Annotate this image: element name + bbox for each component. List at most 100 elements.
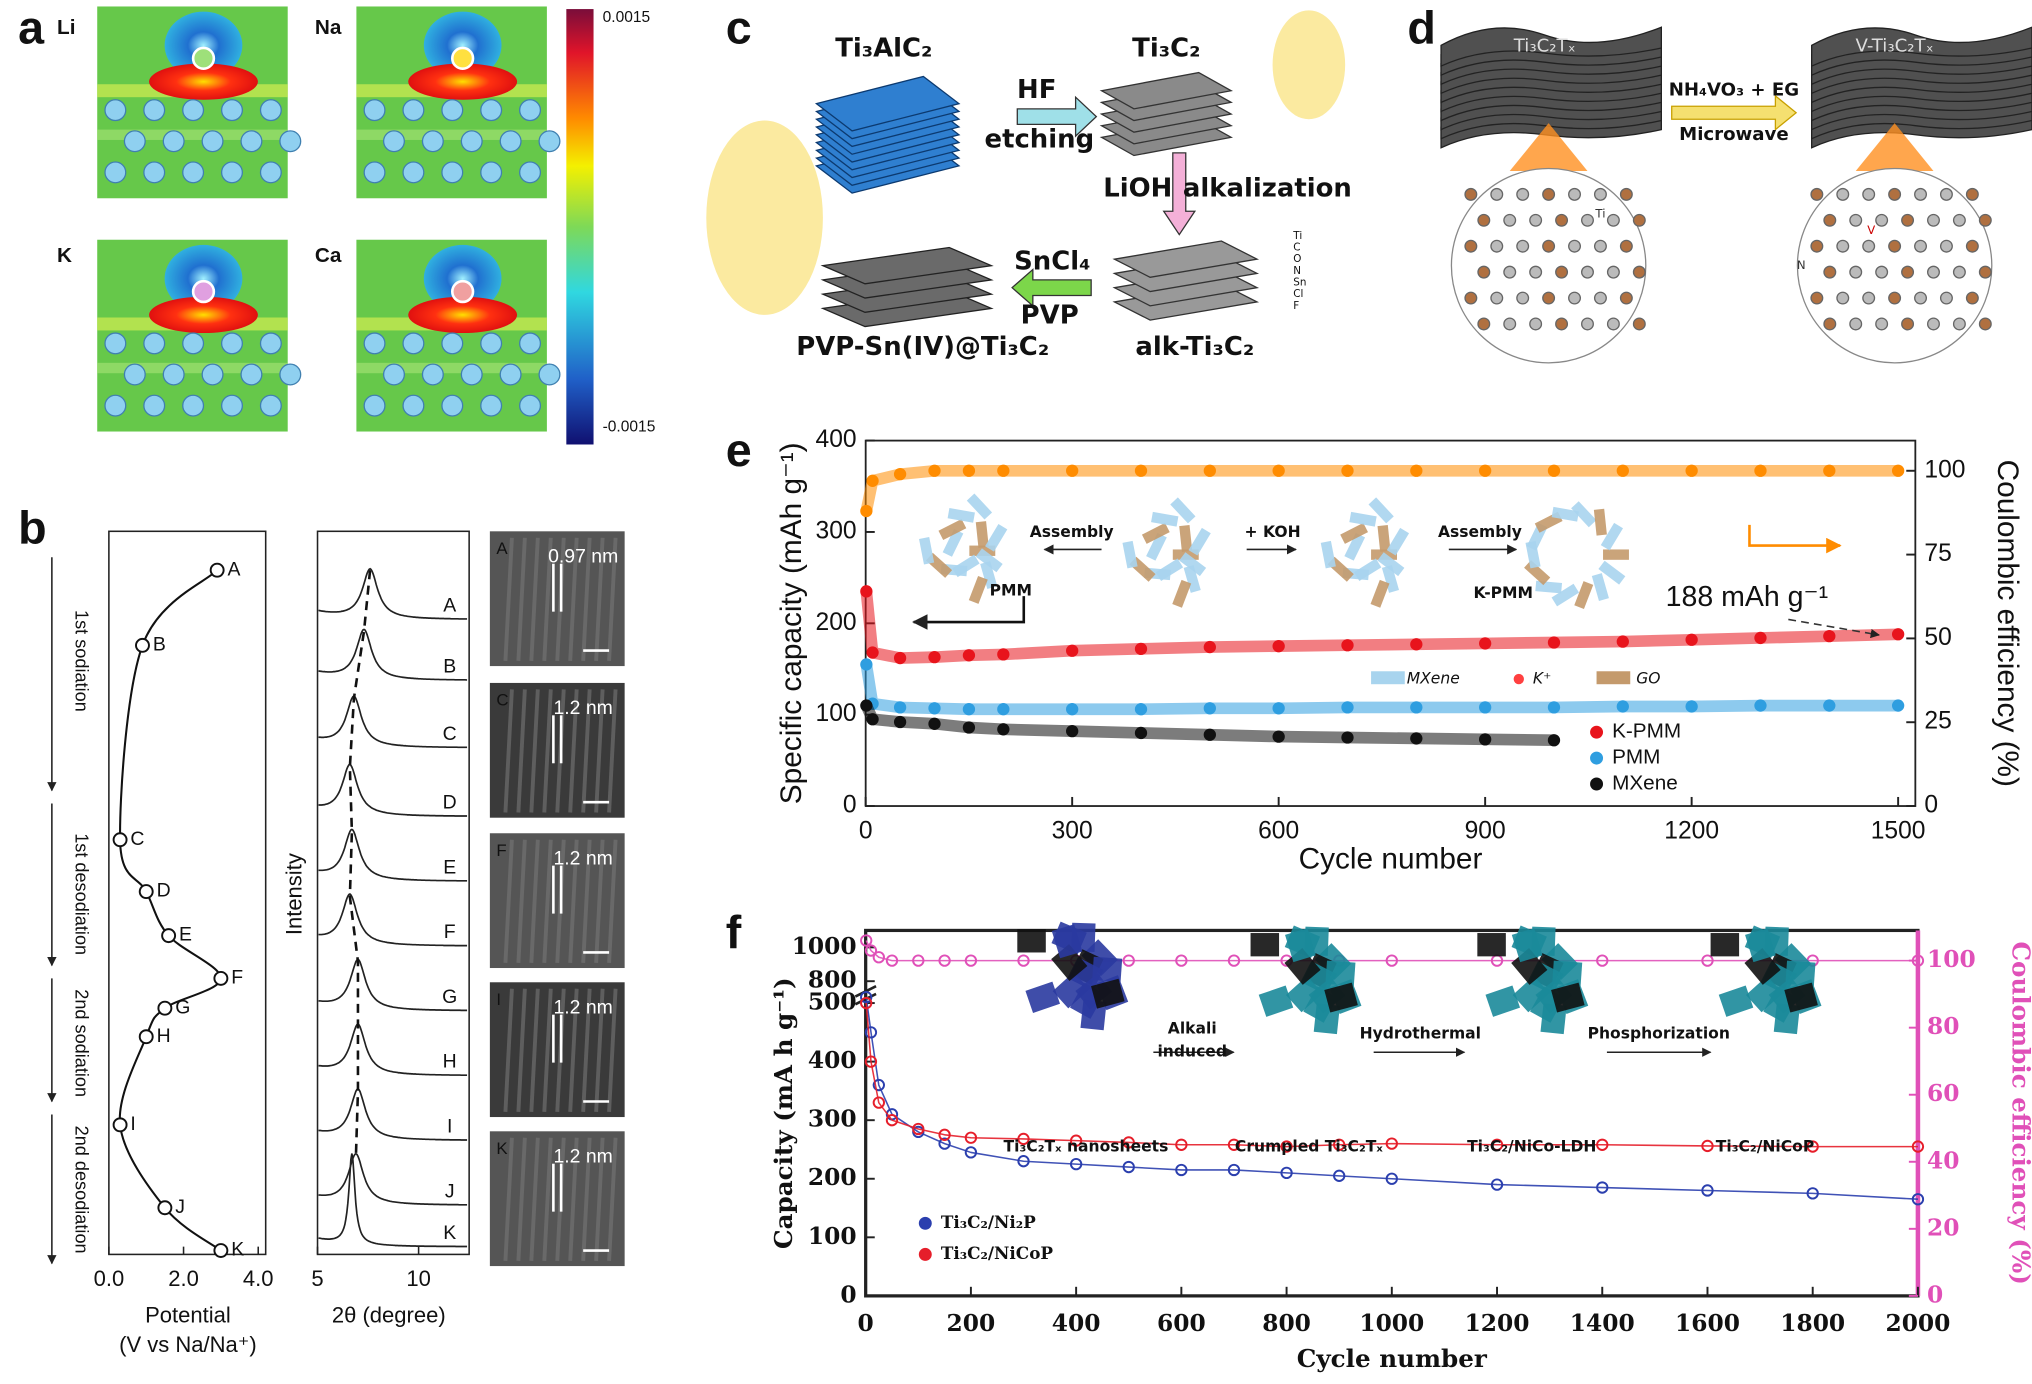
data-point [864,1055,878,1068]
inset-label: Phosphorization [1588,1025,1730,1043]
panel-letter: f [726,906,742,958]
atom [104,161,127,184]
atom [1477,317,1491,331]
data-point [997,723,1010,736]
atom [1568,239,1582,253]
lattice-fringe [503,1137,514,1261]
potential-curve [118,569,222,1252]
data-point [893,467,907,481]
inset-label: Crumpled Ti₃C₂Tₓ [1235,1137,1383,1155]
diagram-label: Ti [1594,206,1605,220]
atom [182,394,205,417]
inset-label: K⁺ [1533,670,1551,688]
x-axis-label: Cycle number [1297,1344,1488,1373]
atom [182,332,205,355]
data-point [1478,701,1492,714]
zoom-cone [1855,123,1934,172]
data-point [1066,644,1079,657]
x-tick-label: 0.0 [94,1266,125,1291]
inset-label: K-PMM [1474,584,1534,602]
atom [1862,291,1876,305]
atom [162,130,185,153]
inset-particle [1025,981,1060,1013]
data-point [1175,1138,1188,1151]
lattice-fringe [542,839,553,963]
atom [421,130,444,153]
y2-tick-label: 80 [1927,1013,1959,1040]
atom [182,99,205,122]
inset-particle [1051,924,1083,959]
atom [402,161,425,184]
atom [441,161,464,184]
atom [480,394,503,417]
data-point [1134,703,1148,716]
data-point [1341,701,1354,714]
data-point [938,1128,951,1141]
inset-particle [1285,928,1316,963]
atom [1632,317,1646,331]
lattice-fringe [607,988,618,1112]
x-tick-label: 800 [1262,1310,1311,1337]
x-tick-label: 300 [1052,817,1093,844]
data-point [866,713,879,726]
atom [1606,213,1620,227]
atom [1516,291,1530,305]
inset-particle [1511,928,1543,963]
state-point [161,928,177,944]
atom [1836,187,1850,201]
atom [1836,291,1850,305]
atom [1927,265,1940,279]
atom [1542,291,1556,305]
data-point [928,650,941,664]
atom [259,394,282,417]
inset-flake [1122,540,1138,569]
adatom [450,279,475,304]
dft-depletion [164,244,243,313]
atom [104,99,127,122]
atom [1862,187,1876,201]
lattice-fringe [542,689,553,813]
legend-marker [918,1247,932,1261]
data-point [1701,954,1714,967]
y-tick-label: 500 [808,989,857,1016]
xrd-pattern [318,695,468,749]
y-axis-label: Capacity (mA h g⁻¹) [769,977,798,1249]
atom [1901,317,1915,331]
state-label: I [130,1113,135,1135]
atom [1542,187,1556,201]
lattice-fringe [594,988,605,1112]
inset-particle [1551,982,1585,1013]
data-point [962,464,976,477]
atom [363,394,386,417]
data-point [1272,464,1285,477]
process-label: Ti₃AlC₂ [835,34,932,64]
data-point [962,721,976,734]
atom [1939,239,1953,253]
panel-letter: e [726,424,752,476]
xrd-pattern [318,958,468,1012]
data-point [1891,464,1905,477]
adatom [450,46,475,70]
data-point [885,1114,899,1127]
process-arrow [1011,268,1092,308]
data-point [1685,464,1698,477]
data-point [1911,954,1925,967]
lattice-fringe [594,1137,605,1261]
inset-label: GO [1636,670,1660,688]
spacing-label: 1.2 nm [553,996,612,1018]
atom [1529,213,1543,227]
inset-flake [1377,552,1405,577]
lattice-fringe [568,689,579,813]
data-point [866,474,879,487]
data-point [964,1131,978,1144]
atom [1849,265,1863,279]
y-tick-label: 400 [816,426,857,453]
data-point [860,934,873,947]
lattice-fringe [581,689,592,813]
dft-band [356,129,547,140]
y-tick-label: 100 [816,700,857,727]
atom [1464,291,1478,305]
lattice-fringe [581,537,592,662]
inset-label: + KOH [1245,523,1301,541]
data-point [1478,464,1492,477]
